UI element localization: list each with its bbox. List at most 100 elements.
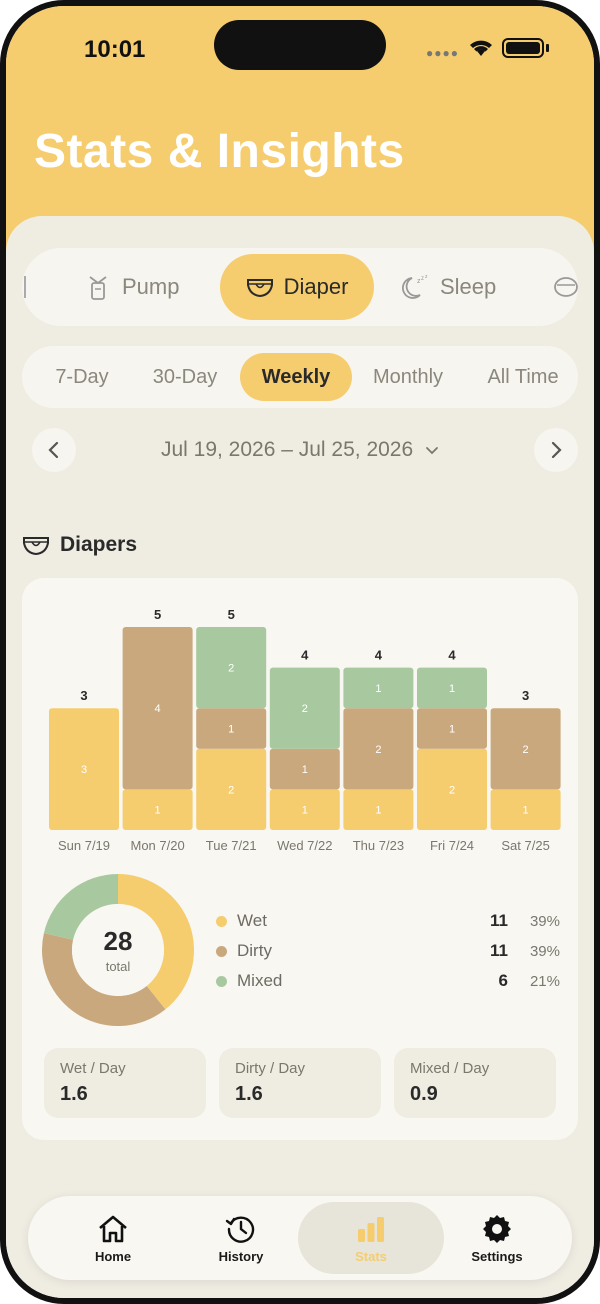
tab-pump-label: Pump	[122, 274, 180, 299]
svg-text:z: z	[425, 274, 428, 280]
next-week-button[interactable]	[534, 428, 578, 472]
legend-label-wet: Wet	[237, 911, 267, 930]
content-sheet: Pump Diaper z z z Sleep	[6, 216, 594, 1298]
x-tick-label: Sun 7/19	[58, 838, 110, 853]
tab-home[interactable]: Home	[48, 1196, 178, 1280]
avg-mixed-value: 0.9	[410, 1083, 438, 1105]
avg-mixed-label: Mixed / Day	[410, 1060, 490, 1077]
bar-segment-label: 2	[523, 744, 529, 756]
tab-30-day[interactable]: 30-Day	[152, 366, 218, 388]
home-icon	[99, 1215, 127, 1242]
bar-segment-label: 3	[81, 764, 87, 776]
diaper-icon	[23, 537, 49, 556]
page-title: Stats & Insights	[34, 125, 405, 178]
bar-segment-mixed-3	[269, 667, 340, 749]
tab-settings[interactable]: Settings	[432, 1196, 562, 1280]
bottom-tab-bar: Home History Stats Settings	[28, 1196, 572, 1280]
bar-segment-label: 1	[228, 724, 234, 736]
avg-dirty-label: Dirty / Day	[235, 1060, 306, 1077]
date-range-selector[interactable]: Jul 19, 2026 – Jul 25, 2026	[22, 438, 578, 462]
bar-total-label: 5	[228, 607, 235, 622]
bar-segment-label: 2	[449, 784, 455, 796]
svg-text:z: z	[417, 278, 421, 285]
donut-total-label: total	[105, 959, 131, 974]
bar-segment-wet-4	[343, 789, 414, 830]
bar-segment-label: 2	[228, 784, 234, 796]
chevron-right-icon	[551, 441, 562, 459]
bar-segment-label: 1	[155, 805, 161, 817]
diaper-stats-card: 3 3 Sun 7/19 1 4 5 Mon 7/20 2 1 2 5 Tue 7/21 1 1 2 4 Wed…	[22, 578, 578, 1140]
tab-stats-label: Stats	[355, 1248, 387, 1264]
bar-segment-dirty-4	[343, 708, 414, 790]
x-tick-label: Wed 7/22	[277, 838, 332, 853]
scale-icon	[554, 277, 578, 297]
tab-hidden-left[interactable]	[22, 254, 26, 320]
bar-segment-dirty-5	[417, 708, 487, 749]
bar-segment-label: 1	[302, 805, 308, 817]
x-tick-label: Thu 7/23	[353, 838, 404, 853]
tab-more[interactable]	[552, 254, 578, 320]
tab-monthly[interactable]: Monthly	[372, 366, 444, 388]
x-tick-label: Fri 7/24	[430, 838, 474, 853]
tab-diaper[interactable]: Diaper	[220, 254, 374, 320]
breast-pump-icon	[89, 276, 107, 300]
tab-pump[interactable]: Pump	[84, 254, 234, 320]
bar-segment-wet-5	[417, 748, 487, 830]
x-tick-label: Sat 7/25	[501, 838, 549, 853]
diaper-icon	[246, 279, 273, 298]
tab-7-day[interactable]: 7-Day	[55, 366, 109, 388]
legend-dot-dirty	[216, 945, 227, 957]
bar-segment-wet-2	[196, 748, 267, 830]
bar-segment-wet-0	[49, 708, 119, 830]
legend-label-mixed: Mixed	[237, 971, 283, 990]
bar-segment-label: 1	[375, 805, 381, 817]
category-tabs: Pump Diaper z z z Sleep	[22, 248, 578, 326]
donut-slice-wet	[118, 874, 194, 1010]
donut-total: 28	[103, 926, 133, 956]
legend: Wet 11 39% Dirty 11 39% Mixed 6 21%	[216, 906, 560, 996]
tab-all-time[interactable]: All Time	[487, 366, 559, 388]
donut-chart: 28 total	[42, 874, 194, 1026]
date-range-label: Jul 19, 2026 – Jul 25, 2026	[160, 438, 414, 461]
bar-total-label: 3	[522, 688, 529, 703]
tab-sleep[interactable]: z z z Sleep	[402, 254, 552, 320]
svg-text:z: z	[421, 276, 424, 282]
donut-hole	[72, 904, 164, 996]
bar-segment-label: 1	[523, 805, 529, 817]
bar-total-label: 3	[80, 688, 87, 703]
x-tick-label: Tue 7/21	[206, 838, 257, 853]
bar-segment-label: 1	[302, 764, 308, 776]
bar-segment-wet-3	[269, 789, 340, 830]
legend-count-mixed: 6	[498, 971, 508, 990]
x-tick-label: Mon 7/20	[130, 838, 184, 853]
bar-segment-label: 1	[449, 724, 455, 736]
bar-segment-label: 1	[375, 683, 381, 695]
bar-total-label: 4	[448, 648, 456, 663]
range-tabs: 7-Day 30-Day Weekly Monthly All Time	[22, 346, 578, 408]
prev-week-button[interactable]	[32, 428, 76, 472]
status-time: 10:01	[84, 36, 146, 63]
tab-history[interactable]: History	[176, 1196, 306, 1280]
stacked-bar-chart: 3 3 Sun 7/19 1 4 5 Mon 7/20 2 1 2 5 Tue 7/21 1 1 2 4 Wed…	[49, 607, 561, 853]
legend-pct-wet: 39%	[529, 912, 560, 930]
avg-wet-label: Wet / Day	[60, 1060, 126, 1077]
wifi-icon	[470, 40, 492, 56]
tab-home-label: Home	[94, 1248, 132, 1264]
battery-tip	[546, 44, 549, 52]
tab-weekly[interactable]: Weekly	[240, 353, 352, 401]
legend-count-dirty: 11	[490, 941, 508, 960]
avg-wet-box: Wet / Day 1.6	[44, 1048, 206, 1118]
tab-diaper-label: Diaper	[283, 274, 349, 299]
bar-segment-wet-1	[122, 789, 193, 830]
tab-stats[interactable]: Stats	[298, 1202, 444, 1274]
legend-dot-wet	[216, 915, 227, 927]
battery-icon	[502, 38, 544, 58]
history-icon	[225, 1215, 255, 1243]
legend-pct-dirty: 39%	[529, 942, 560, 960]
bar-segment-mixed-4	[343, 667, 414, 709]
avg-wet-value: 1.6	[60, 1083, 88, 1105]
legend-count-wet: 11	[490, 911, 508, 930]
chevron-left-icon	[48, 441, 59, 459]
bar-segment-dirty-3	[269, 748, 340, 790]
